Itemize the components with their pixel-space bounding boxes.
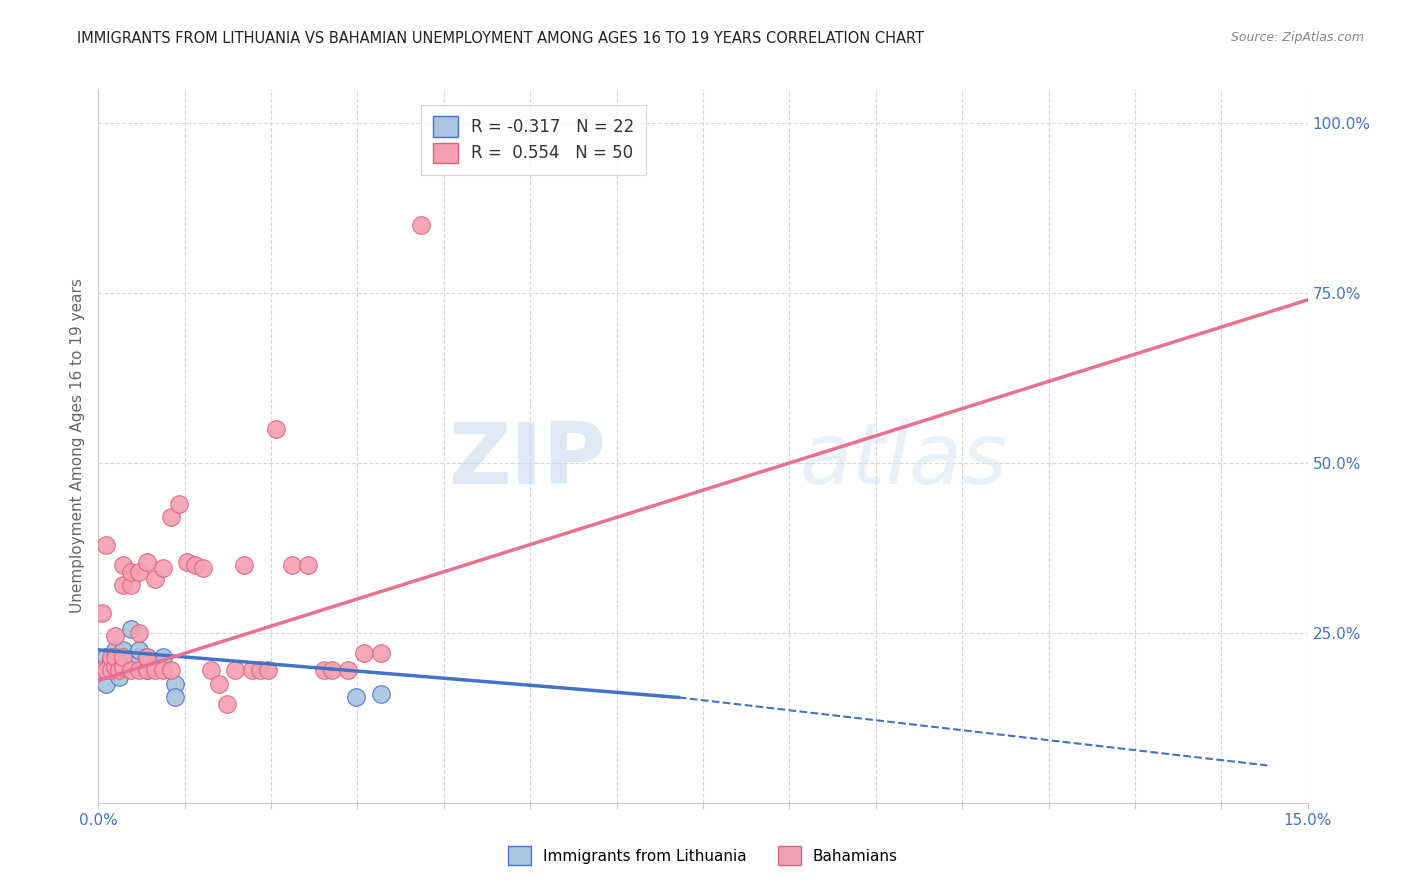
Point [103, 649, 125, 664]
Point [111, 660, 134, 674]
Point [160, 510, 183, 524]
Point [128, 663, 150, 677]
Point [111, 660, 134, 674]
Point [91, 663, 114, 677]
Point [232, 558, 254, 572]
Text: atlas: atlas [800, 418, 1008, 502]
Point [337, 663, 360, 677]
Point [143, 572, 166, 586]
Point [314, 663, 336, 677]
Point [111, 649, 134, 664]
Point [120, 565, 142, 579]
Point [143, 663, 166, 677]
Point [120, 663, 142, 677]
Point [103, 649, 125, 664]
Point [107, 663, 129, 677]
Point [163, 690, 186, 705]
Point [128, 565, 150, 579]
Point [96, 537, 118, 551]
Point [135, 649, 157, 664]
Point [264, 422, 287, 436]
Point [152, 663, 174, 677]
Point [100, 653, 122, 667]
Point [353, 646, 375, 660]
Point [152, 649, 174, 664]
Point [409, 218, 432, 232]
Point [103, 660, 125, 674]
Point [240, 663, 263, 677]
Point [107, 670, 129, 684]
Point [103, 643, 125, 657]
Point [91, 663, 114, 677]
Y-axis label: Unemployment Among Ages 16 to 19 years: Unemployment Among Ages 16 to 19 years [69, 278, 84, 614]
Point [321, 663, 343, 677]
Point [91, 606, 114, 620]
Point [281, 558, 304, 572]
Point [184, 558, 207, 572]
Point [208, 677, 231, 691]
Point [120, 578, 142, 592]
Point [167, 497, 190, 511]
Text: Source: ZipAtlas.com: Source: ZipAtlas.com [1230, 31, 1364, 45]
Point [160, 663, 183, 677]
Point [100, 663, 122, 677]
Point [135, 663, 157, 677]
Point [344, 690, 367, 705]
Point [249, 663, 271, 677]
Point [128, 626, 150, 640]
Point [217, 698, 239, 712]
Point [111, 649, 134, 664]
Point [370, 646, 392, 660]
Point [224, 663, 246, 677]
Point [370, 687, 392, 701]
Point [135, 555, 157, 569]
Point [256, 663, 278, 677]
Point [176, 555, 198, 569]
Legend: R = -0.317   N = 22, R =  0.554   N = 50: R = -0.317 N = 22, R = 0.554 N = 50 [422, 104, 647, 175]
Point [96, 663, 118, 677]
Point [193, 561, 215, 575]
Point [120, 623, 142, 637]
Point [128, 643, 150, 657]
Point [297, 558, 319, 572]
Point [143, 660, 166, 674]
Text: ZIP: ZIP [449, 418, 606, 502]
Point [135, 649, 157, 664]
Point [120, 653, 142, 667]
Point [103, 629, 125, 643]
Point [152, 561, 174, 575]
Point [200, 663, 222, 677]
Point [111, 643, 134, 657]
Point [135, 663, 157, 677]
Point [111, 558, 134, 572]
Legend: Immigrants from Lithuania, Bahamians: Immigrants from Lithuania, Bahamians [502, 840, 904, 871]
Text: IMMIGRANTS FROM LITHUANIA VS BAHAMIAN UNEMPLOYMENT AMONG AGES 16 TO 19 YEARS COR: IMMIGRANTS FROM LITHUANIA VS BAHAMIAN UN… [77, 31, 924, 46]
Point [100, 649, 122, 664]
Point [96, 677, 118, 691]
Point [163, 677, 186, 691]
Point [96, 649, 118, 664]
Point [111, 578, 134, 592]
Point [128, 649, 150, 664]
